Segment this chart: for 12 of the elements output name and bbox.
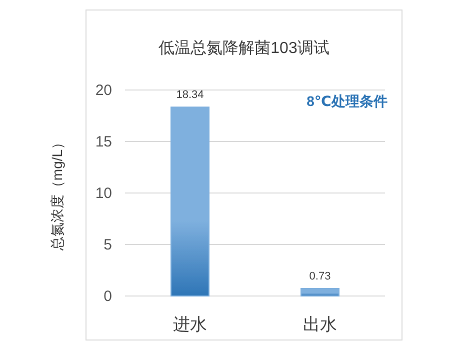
x-tick-label: 进水 bbox=[173, 315, 207, 334]
annotation: 8℃处理条件 bbox=[306, 93, 388, 109]
y-axis-title: 总氮浓度（mg/L） bbox=[49, 135, 65, 252]
y-tick-label: 5 bbox=[104, 236, 112, 254]
y-tick-label: 10 bbox=[95, 185, 112, 202]
data-label: 0.73 bbox=[309, 270, 331, 282]
x-tick-label: 出水 bbox=[303, 315, 337, 334]
data-label: 18.34 bbox=[176, 89, 204, 102]
y-tick-label: 0 bbox=[104, 288, 112, 305]
y-tick-label: 20 bbox=[95, 82, 112, 99]
y-tick-label: 15 bbox=[95, 134, 112, 150]
chart-title: 低温总氮降解菌103调试 bbox=[158, 39, 330, 57]
